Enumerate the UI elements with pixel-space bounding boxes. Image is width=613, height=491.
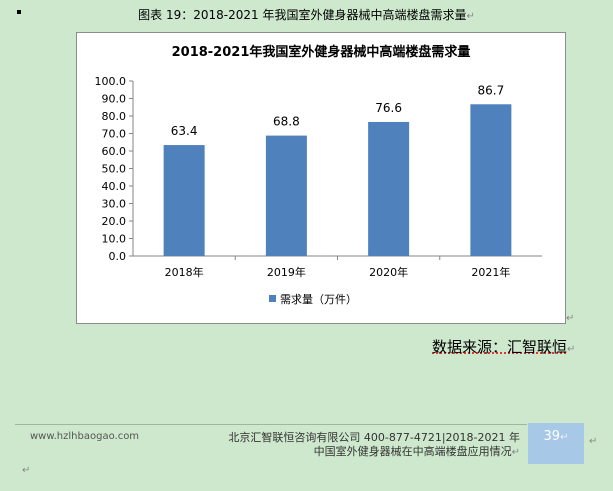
bar bbox=[163, 145, 205, 256]
y-tick-label: 90.0 bbox=[102, 93, 127, 106]
y-tick-label: 30.0 bbox=[102, 198, 127, 211]
data-source-text: 数据来源：汇智联恒 bbox=[432, 338, 568, 356]
chart-title: 2018-2021年我国室外健身器械中高端楼盘需求量 bbox=[172, 44, 471, 60]
chart-paragraph-mark: ↵ bbox=[566, 313, 575, 324]
y-tick-label: 0.0 bbox=[109, 250, 127, 263]
data-label: 68.8 bbox=[273, 115, 300, 129]
legend-swatch bbox=[269, 295, 276, 302]
footer-website[interactable]: www.hzlhbaogao.com bbox=[30, 431, 140, 442]
page-number-box: 39↵ bbox=[528, 423, 584, 464]
footer-company-line2: 中国室外健身器械在中高端楼盘应用情况↵ bbox=[313, 445, 520, 458]
figure-caption-text: 图表 19：2018-2021 年我国室外健身器械中高端楼盘需求量 bbox=[138, 8, 467, 22]
source-paragraph-mark: ↵ bbox=[567, 344, 576, 355]
y-tick-label: 20.0 bbox=[102, 215, 127, 228]
footer-paragraph-mark: ↵ bbox=[589, 436, 598, 447]
x-tick-label: 2018年 bbox=[165, 265, 204, 279]
bar bbox=[265, 135, 307, 256]
end-paragraph-mark: ↵ bbox=[22, 465, 31, 476]
chart-svg: 2018-2021年我国室外健身器械中高端楼盘需求量 0.0 10.0 20.0 30.… bbox=[95, 44, 542, 306]
y-tick-label: 70.0 bbox=[102, 128, 127, 141]
bar bbox=[470, 104, 512, 257]
data-source: 数据来源：汇智联恒↵ bbox=[432, 336, 575, 357]
paragraph-mark: ↵ bbox=[466, 11, 475, 22]
y-tick-label: 50.0 bbox=[102, 163, 127, 176]
x-tick-label: 2019年 bbox=[267, 265, 306, 279]
x-tick-label: 2021年 bbox=[471, 265, 510, 279]
bar-chart: 2018-2021年我国室外健身器械中高端楼盘需求量 0.0 10.0 20.0 30.… bbox=[76, 32, 566, 324]
y-tick-label: 100.0 bbox=[95, 75, 127, 88]
footer-company: 北京汇智联恒咨询有限公司 400-877-4721|2018-2021 年 中国… bbox=[228, 431, 520, 460]
page-number: 39 bbox=[543, 429, 561, 444]
bullet-marker bbox=[17, 10, 21, 14]
y-tick-label: 60.0 bbox=[102, 145, 127, 158]
data-label: 63.4 bbox=[171, 124, 198, 138]
figure-caption: 图表 19：2018-2021 年我国室外健身器械中高端楼盘需求量↵ bbox=[0, 6, 613, 23]
footer-divider bbox=[15, 424, 527, 425]
y-tick-label: 40.0 bbox=[102, 180, 127, 193]
data-label: 86.7 bbox=[478, 83, 505, 97]
y-tick-label: 80.0 bbox=[102, 110, 127, 123]
bar bbox=[368, 121, 410, 256]
data-label: 76.6 bbox=[375, 101, 402, 115]
footer-company-line1: 北京汇智联恒咨询有限公司 400-877-4721|2018-2021 年 bbox=[228, 431, 520, 444]
y-tick-label: 10.0 bbox=[102, 233, 127, 246]
x-tick-label: 2020年 bbox=[369, 265, 408, 279]
legend-label: 需求量（万件） bbox=[280, 293, 357, 306]
